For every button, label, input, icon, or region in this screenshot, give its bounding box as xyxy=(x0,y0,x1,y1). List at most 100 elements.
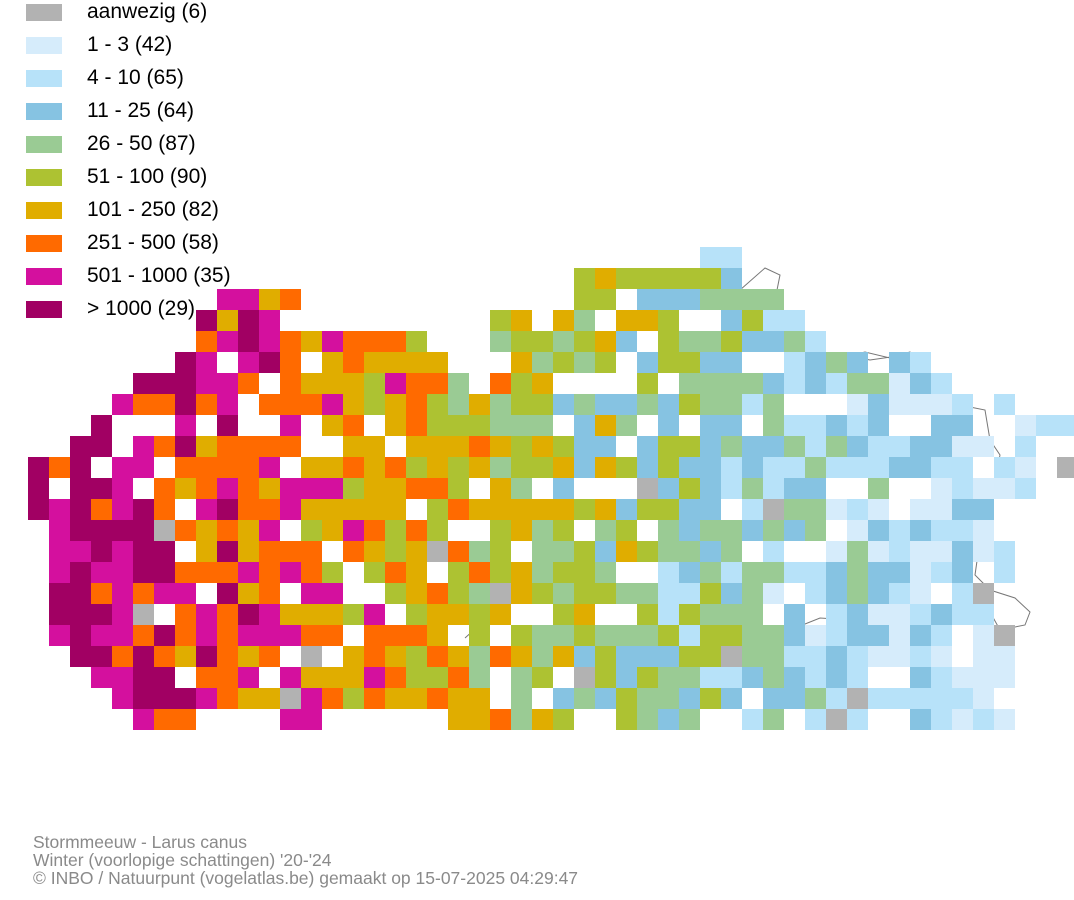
grid-cell xyxy=(805,667,826,688)
grid-cell xyxy=(952,667,973,688)
grid-cell xyxy=(133,667,154,688)
grid-cell xyxy=(490,604,511,625)
grid-cell xyxy=(1057,457,1074,478)
grid-cell xyxy=(175,520,196,541)
legend-swatch xyxy=(26,103,62,120)
grid-cell xyxy=(406,688,427,709)
grid-cell xyxy=(511,688,532,709)
legend-swatch xyxy=(26,235,62,252)
grid-cell xyxy=(742,625,763,646)
grid-cell xyxy=(742,583,763,604)
grid-cell xyxy=(595,415,616,436)
grid-cell xyxy=(259,583,280,604)
grid-cell xyxy=(700,352,721,373)
grid-cell xyxy=(700,646,721,667)
grid-cell xyxy=(658,667,679,688)
grid-cell xyxy=(910,604,931,625)
grid-cell xyxy=(574,457,595,478)
grid-cell xyxy=(343,415,364,436)
grid-cell xyxy=(721,541,742,562)
grid-cell xyxy=(112,604,133,625)
grid-cell xyxy=(49,541,70,562)
grid-cell xyxy=(952,394,973,415)
grid-cell xyxy=(280,667,301,688)
grid-cell xyxy=(259,688,280,709)
grid-cell xyxy=(1015,436,1036,457)
grid-cell xyxy=(364,478,385,499)
grid-cell xyxy=(385,415,406,436)
grid-cell xyxy=(742,667,763,688)
grid-cell xyxy=(994,562,1015,583)
grid-cell xyxy=(574,499,595,520)
grid-cell xyxy=(868,541,889,562)
grid-cell xyxy=(280,625,301,646)
grid-cell xyxy=(49,583,70,604)
grid-cell xyxy=(784,352,805,373)
grid-cell xyxy=(973,604,994,625)
grid-cell xyxy=(406,373,427,394)
grid-cell xyxy=(868,583,889,604)
grid-cell xyxy=(448,709,469,730)
grid-cell xyxy=(112,688,133,709)
grid-cell xyxy=(889,688,910,709)
grid-cell xyxy=(700,604,721,625)
grid-cell xyxy=(721,415,742,436)
grid-cell xyxy=(385,478,406,499)
grid-cell xyxy=(259,520,280,541)
grid-cell xyxy=(28,478,49,499)
grid-cell xyxy=(700,436,721,457)
grid-cell xyxy=(574,331,595,352)
grid-cell xyxy=(805,373,826,394)
grid-cell xyxy=(931,436,952,457)
grid-cell xyxy=(952,499,973,520)
grid-cell xyxy=(469,415,490,436)
grid-cell xyxy=(658,583,679,604)
grid-cell xyxy=(91,436,112,457)
legend-label: 4 - 10 (65) xyxy=(87,66,184,89)
grid-cell xyxy=(574,310,595,331)
grid-cell xyxy=(616,667,637,688)
grid-cell xyxy=(616,268,637,289)
grid-cell xyxy=(637,709,658,730)
grid-cell xyxy=(217,646,238,667)
grid-cell xyxy=(238,583,259,604)
grid-cell xyxy=(952,541,973,562)
grid-cell xyxy=(406,394,427,415)
grid-cell xyxy=(616,583,637,604)
grid-cell xyxy=(406,583,427,604)
grid-cell xyxy=(385,394,406,415)
grid-cell xyxy=(595,520,616,541)
grid-cell xyxy=(364,541,385,562)
grid-cell xyxy=(889,520,910,541)
grid-cell xyxy=(511,646,532,667)
grid-cell xyxy=(679,562,700,583)
legend-swatch xyxy=(26,70,62,87)
grid-cell xyxy=(868,457,889,478)
grid-cell xyxy=(112,478,133,499)
grid-cell xyxy=(238,436,259,457)
grid-cell xyxy=(805,688,826,709)
grid-cell xyxy=(112,394,133,415)
grid-cell xyxy=(406,352,427,373)
grid-cell xyxy=(910,499,931,520)
grid-cell xyxy=(742,436,763,457)
grid-cell xyxy=(301,583,322,604)
grid-cell xyxy=(238,499,259,520)
grid-cell xyxy=(826,688,847,709)
grid-cell xyxy=(196,625,217,646)
grid-cell xyxy=(658,562,679,583)
legend-item-51-100: 51 - 100 (90) xyxy=(26,165,356,191)
grid-cell xyxy=(238,520,259,541)
grid-cell xyxy=(469,457,490,478)
grid-cell xyxy=(469,667,490,688)
grid-cell xyxy=(889,457,910,478)
grid-cell xyxy=(805,709,826,730)
grid-cell xyxy=(973,625,994,646)
grid-cell xyxy=(847,415,868,436)
grid-cell xyxy=(637,394,658,415)
grid-cell xyxy=(931,604,952,625)
grid-cell xyxy=(238,478,259,499)
grid-cell xyxy=(301,499,322,520)
grid-cell xyxy=(595,436,616,457)
grid-cell xyxy=(553,541,574,562)
